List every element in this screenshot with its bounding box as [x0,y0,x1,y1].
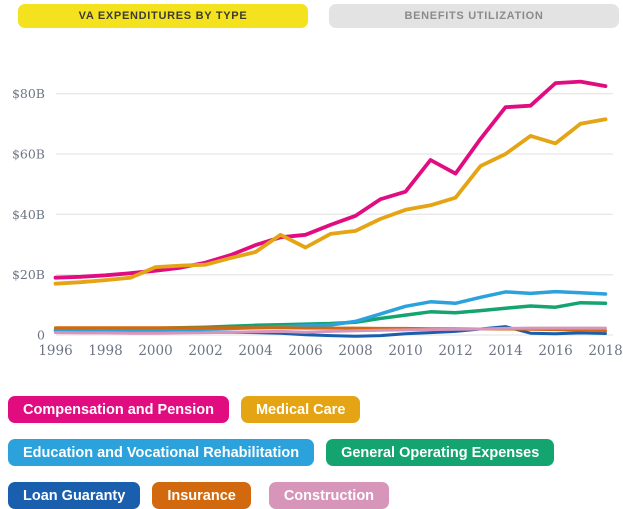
legend-loan-guaranty-button[interactable]: Loan Guaranty [8,482,141,509]
y-tick-40b: $40B [12,207,45,222]
legend-insurance-button[interactable]: Insurance [152,482,251,509]
legend-row-2: Education and Vocational Rehabilitation … [8,439,618,466]
y-tick-20b: $20B [12,267,45,282]
legend-construction-button[interactable]: Construction [268,482,390,509]
line-construction [54,326,607,335]
x-tick-2012: 2012 [438,343,472,359]
y-tick-60b: $60B [12,146,45,161]
y-tick-0: 0 [37,328,45,343]
legend-medical-care-button[interactable]: Medical Care [240,396,361,423]
x-tick-2004: 2004 [238,343,272,359]
line-compensation-and-pension [53,79,608,280]
line-medical-care [53,117,608,286]
x-tick-2010: 2010 [388,343,422,359]
legend-row-3: Loan Guaranty Insurance Construction [8,482,618,509]
y-tick-80b: $80B [12,86,45,101]
chart-legend: Compensation and Pension Medical Care Ed… [8,396,618,509]
x-tick-1996: 1996 [38,343,72,359]
x-tick-2014: 2014 [488,343,522,359]
x-tick-2016: 2016 [538,343,572,359]
tab-benefits-utilization[interactable]: BENEFITS UTILIZATION [329,4,619,28]
x-tick-1998: 1998 [88,343,122,359]
legend-row-1: Compensation and Pension Medical Care [8,396,618,423]
x-tick-2006: 2006 [288,343,322,359]
x-tick-2000: 2000 [138,343,172,359]
tab-va-expenditures-by-type[interactable]: VA EXPENDITURES BY TYPE [18,4,308,28]
line-education-and-vocational-rehabilitation [53,289,608,333]
x-tick-2018: 2018 [588,343,622,359]
legend-general-operating-expenses-button[interactable]: General Operating Expenses [326,439,555,466]
x-tick-2002: 2002 [188,343,222,359]
legend-education-and-vocational-rehabilitation-button[interactable]: Education and Vocational Rehabilitation [8,439,315,466]
expenditures-line-chart: 0 $20B $40B $60B $80B 1996 1998 2000 2002 2004 200… [12,79,623,359]
legend-compensation-and-pension-button[interactable]: Compensation and Pension [8,396,229,423]
x-tick-2008: 2008 [338,343,372,359]
